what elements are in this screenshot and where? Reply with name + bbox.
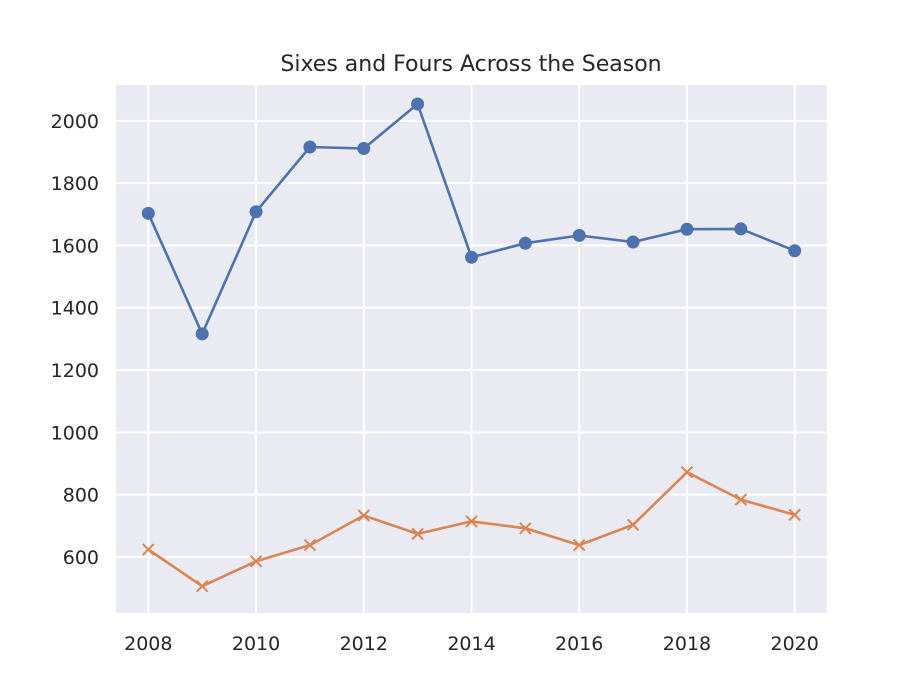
data-point xyxy=(518,236,532,250)
data-point xyxy=(519,522,532,535)
x-tick-label: 2016 xyxy=(555,633,603,655)
y-tick-label: 1800 xyxy=(51,173,99,195)
data-point xyxy=(680,465,694,479)
data-point xyxy=(411,97,425,111)
data-point xyxy=(357,142,371,156)
data-point xyxy=(680,222,694,236)
data-point xyxy=(626,518,640,532)
x-tick-label: 2008 xyxy=(124,633,172,655)
data-point xyxy=(249,205,263,219)
data-point xyxy=(249,555,263,568)
data-point xyxy=(303,538,317,552)
y-tick-label: 1600 xyxy=(51,235,99,257)
y-tick-label: 1000 xyxy=(51,422,99,444)
x-tick-label: 2010 xyxy=(232,633,280,655)
data-point xyxy=(626,235,640,249)
x-tick-label: 2020 xyxy=(771,633,819,655)
x-tick-label: 2012 xyxy=(340,633,388,655)
chart-title: Sixes and Fours Across the Season xyxy=(280,52,661,77)
y-tick-label: 1200 xyxy=(51,360,99,382)
x-axis: 2008 2010 2012 2014 2016 2018 2020 xyxy=(124,633,819,655)
y-tick-label: 2000 xyxy=(51,111,99,133)
data-point xyxy=(465,515,478,528)
data-point xyxy=(572,228,586,242)
data-point xyxy=(465,250,478,264)
data-point xyxy=(788,244,802,258)
grid xyxy=(116,85,827,613)
x-tick-label: 2014 xyxy=(447,633,495,655)
y-tick-label: 800 xyxy=(63,485,99,507)
data-point xyxy=(357,509,370,522)
y-tick-label: 1400 xyxy=(51,298,99,320)
data-point xyxy=(195,580,209,593)
data-point xyxy=(142,543,155,556)
data-point xyxy=(734,493,748,506)
data-point xyxy=(788,508,801,522)
data-point xyxy=(734,222,748,236)
data-point xyxy=(573,538,586,552)
y-tick-label: 600 xyxy=(63,547,99,569)
series-1 xyxy=(141,97,802,341)
data-point xyxy=(141,206,155,220)
series-layer xyxy=(141,97,802,593)
data-point xyxy=(303,140,317,154)
data-point xyxy=(195,327,209,341)
y-axis: 600 800 1000 1200 1400 1600 1800 2000 xyxy=(51,111,99,569)
data-point xyxy=(411,527,424,541)
x-tick-label: 2018 xyxy=(663,633,711,655)
series-2 xyxy=(142,465,801,593)
